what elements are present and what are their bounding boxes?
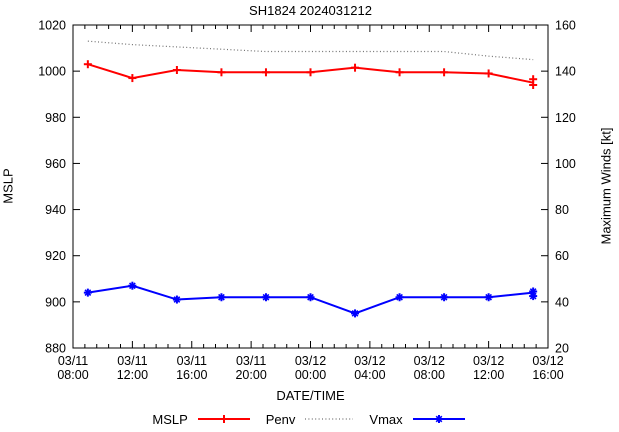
series-penv-line xyxy=(87,40,534,61)
x-tick-label: 03/11 xyxy=(117,354,147,368)
y-tick-label-left: 900 xyxy=(45,295,66,309)
x-axis-label: DATE/TIME xyxy=(276,388,345,403)
y-tick-label-right: 140 xyxy=(555,65,576,79)
series-vmax xyxy=(83,281,538,318)
chart-title: SH1824 2024031212 xyxy=(249,3,372,18)
y-tick-label-right: 60 xyxy=(555,249,569,263)
y-tick-label-left: 960 xyxy=(45,157,66,171)
x-tick-label: 03/11 xyxy=(58,354,88,368)
x-tick-label: 03/12 xyxy=(473,354,504,368)
x-tick-label: 03/11 xyxy=(236,354,266,368)
x-tick-label: 03/11 xyxy=(177,354,207,368)
y-tick-label-left: 940 xyxy=(45,203,66,217)
x-tick-label: 12:00 xyxy=(473,368,504,382)
x-tick-label: 04:00 xyxy=(354,368,385,382)
x-tick-label: 16:00 xyxy=(532,368,563,382)
x-ticks: 03/1108:0003/1112:0003/1116:0003/1120:00… xyxy=(57,25,564,382)
legend-item-mslp: MSLP xyxy=(152,412,251,427)
x-tick-label: 12:00 xyxy=(117,368,148,382)
x-tick-label: 03/12 xyxy=(354,354,385,368)
x-tick-label: 20:00 xyxy=(235,368,266,382)
y-ticks: 880 20 900 40 920 60 940 80 960 100 980 120 1000 140 1… xyxy=(38,19,576,356)
legend-label-vmax: Vmax xyxy=(369,411,403,427)
legend-item-vmax: Vmax xyxy=(369,412,466,427)
x-tick-label: 03/12 xyxy=(414,354,445,368)
legend-sample-penv-line xyxy=(305,418,354,420)
y-tick-label-right: 160 xyxy=(555,19,576,33)
legend-item-penv: Penv xyxy=(266,412,356,427)
legend: MSLP Penv Vmax xyxy=(0,408,619,430)
legend-sample-vmax-line xyxy=(412,415,465,423)
x-tick-label: 00:00 xyxy=(295,368,326,382)
series-mslp xyxy=(83,60,538,89)
y-tick-label-left: 980 xyxy=(45,111,66,125)
y-tick-label-left: 1000 xyxy=(38,65,66,79)
y-tick-label-right: 20 xyxy=(555,342,569,356)
legend-sample-mslp-line xyxy=(197,415,250,423)
x-tick-label: 08:00 xyxy=(57,368,88,382)
x-tick-label: 16:00 xyxy=(176,368,207,382)
legend-label-penv: Penv xyxy=(265,411,296,427)
y-tick-label-left: 880 xyxy=(45,342,66,356)
y-tick-label-right: 100 xyxy=(555,157,576,171)
series-penv xyxy=(87,40,534,61)
y-tick-label-left: 1020 xyxy=(38,19,66,33)
y-tick-label-right: 80 xyxy=(555,203,569,217)
y-tick-label-right: 120 xyxy=(555,111,576,125)
y-tick-label-left: 920 xyxy=(45,249,66,263)
x-tick-label: 08:00 xyxy=(414,368,445,382)
legend-label-mslp: MSLP xyxy=(152,411,188,427)
y-tick-label-right: 40 xyxy=(555,295,569,309)
x-tick-label: 03/12 xyxy=(295,354,326,368)
x-tick-label: 03/12 xyxy=(532,354,563,368)
